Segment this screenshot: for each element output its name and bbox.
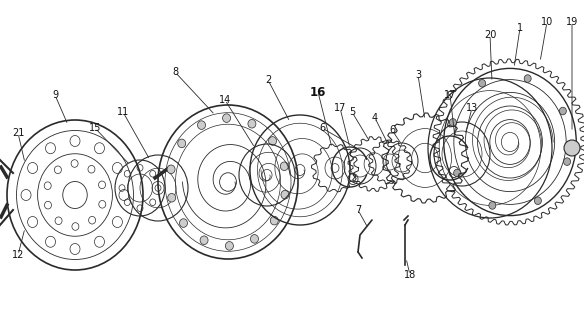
Ellipse shape — [223, 114, 231, 123]
Ellipse shape — [524, 75, 531, 82]
Ellipse shape — [200, 236, 208, 244]
Text: 9: 9 — [52, 90, 58, 100]
Text: 3: 3 — [415, 70, 421, 80]
Ellipse shape — [564, 158, 571, 165]
Ellipse shape — [197, 121, 206, 129]
Ellipse shape — [167, 165, 175, 174]
Text: 8: 8 — [172, 67, 178, 77]
Ellipse shape — [270, 216, 279, 225]
Ellipse shape — [564, 140, 580, 156]
Ellipse shape — [450, 119, 457, 126]
Text: 13: 13 — [466, 103, 478, 113]
Ellipse shape — [559, 107, 566, 115]
Ellipse shape — [225, 242, 234, 250]
Ellipse shape — [269, 137, 277, 145]
Ellipse shape — [251, 235, 259, 243]
Ellipse shape — [280, 162, 288, 171]
Text: 7: 7 — [355, 205, 361, 215]
Text: 20: 20 — [484, 30, 496, 40]
Ellipse shape — [179, 219, 187, 227]
Ellipse shape — [479, 79, 486, 87]
Text: 21: 21 — [12, 128, 24, 138]
Ellipse shape — [281, 190, 289, 199]
Text: 15: 15 — [89, 123, 101, 133]
Text: 18: 18 — [404, 270, 416, 280]
Text: 2: 2 — [265, 75, 271, 85]
Text: 10: 10 — [541, 17, 553, 27]
Text: 11: 11 — [117, 107, 129, 117]
Ellipse shape — [168, 193, 176, 202]
Text: 14: 14 — [219, 95, 231, 105]
Ellipse shape — [534, 197, 541, 204]
Text: 17: 17 — [334, 103, 346, 113]
Text: 12: 12 — [12, 250, 24, 260]
Ellipse shape — [178, 139, 186, 148]
Text: 4: 4 — [372, 113, 378, 123]
Text: 1: 1 — [517, 23, 523, 33]
Text: 6: 6 — [319, 123, 325, 133]
Text: 17: 17 — [444, 90, 456, 100]
Text: 16: 16 — [310, 85, 326, 99]
Text: 5: 5 — [349, 107, 355, 117]
Ellipse shape — [454, 169, 461, 177]
Ellipse shape — [248, 119, 256, 128]
Text: 6: 6 — [389, 125, 395, 135]
Ellipse shape — [489, 202, 496, 209]
Text: 19: 19 — [566, 17, 578, 27]
